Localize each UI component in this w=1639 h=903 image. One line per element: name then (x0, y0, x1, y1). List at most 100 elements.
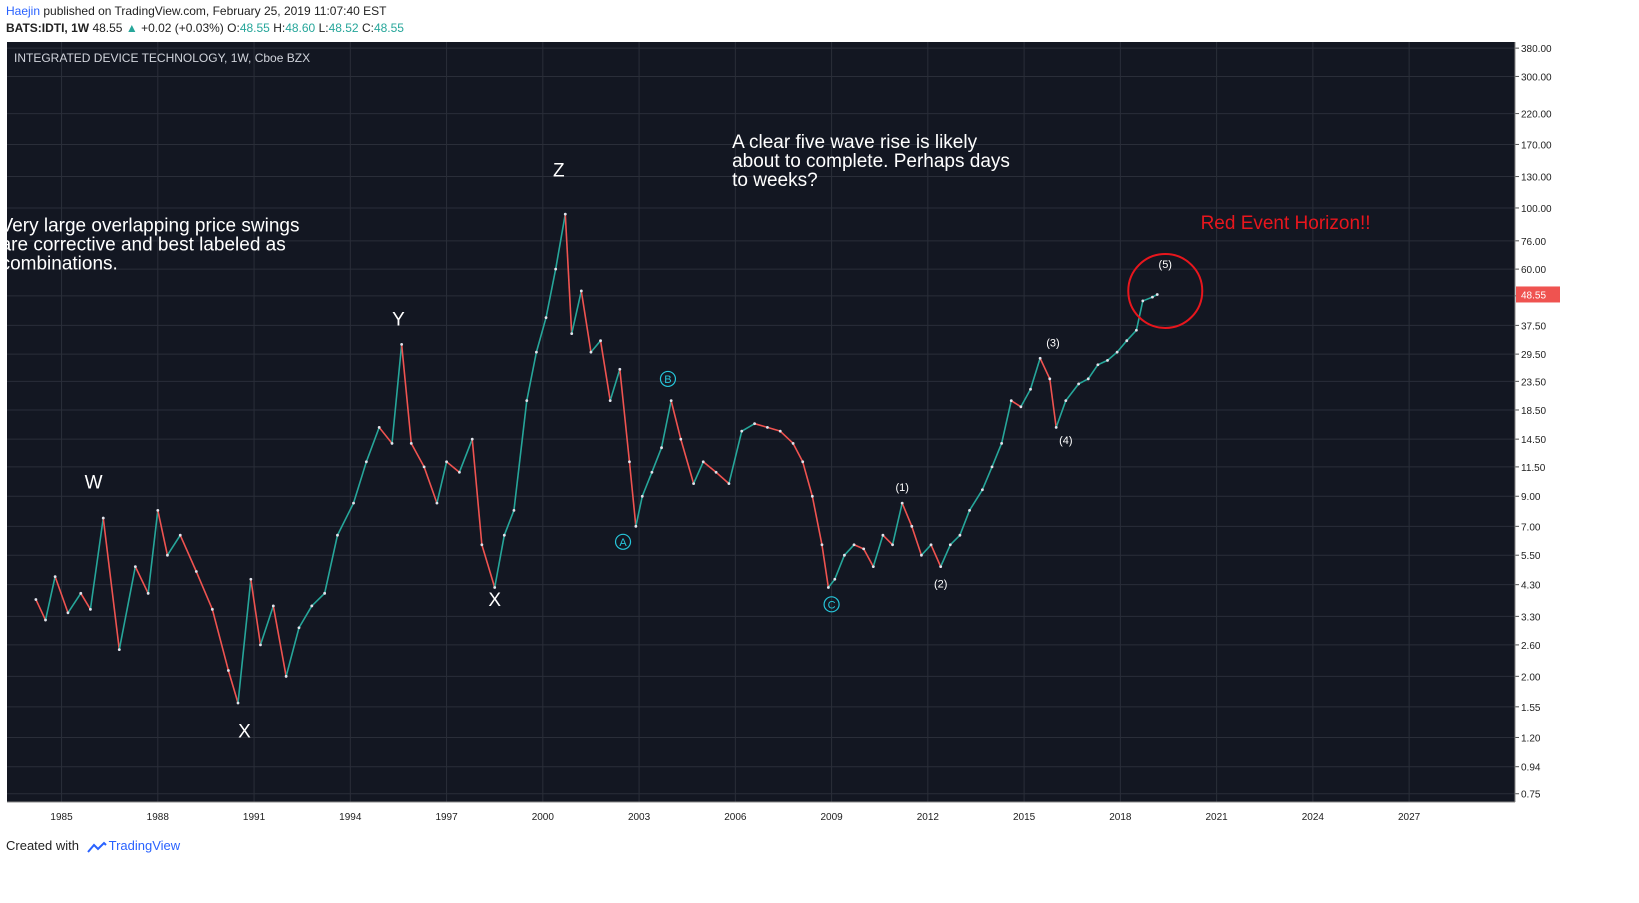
series-point (146, 591, 150, 595)
time-axis[interactable]: 1985 1988 1991 1994 1997 2000 2003 2006 2009 2012… (7, 801, 1515, 823)
series-point (1141, 299, 1145, 303)
series-point (480, 543, 484, 547)
series-segment (779, 430, 794, 444)
series-segment (991, 443, 1003, 468)
series-point (1019, 405, 1023, 409)
series-point (900, 501, 904, 505)
author-link[interactable]: Haejin (6, 4, 41, 18)
wave-label-major: Z (553, 161, 565, 182)
wave-label-major: W (85, 473, 103, 494)
y-tick-label: 60.00 (1521, 265, 1546, 276)
last-price-text: 48.55 (1521, 290, 1546, 301)
series-segment (1135, 300, 1144, 331)
series-point (445, 460, 448, 464)
series-segment (1020, 388, 1032, 408)
tradingview-brand-link[interactable]: TradingView (108, 838, 181, 853)
chart-pane (7, 42, 1515, 802)
series-point (79, 591, 83, 595)
wave-label-minor: (1) (895, 482, 908, 494)
series-point (194, 570, 198, 573)
series-point (958, 533, 962, 537)
series-point (66, 611, 70, 615)
series-segment (54, 576, 69, 614)
x-tick-label: 2021 (1205, 812, 1228, 823)
series-segment (272, 605, 287, 677)
note-line: about to complete. Perhaps days (732, 151, 1010, 172)
series-point (1077, 382, 1081, 386)
series-point (101, 516, 105, 520)
series-point (990, 465, 994, 469)
series-segment (1116, 340, 1128, 353)
chart-note: Very large overlapping price swings are c… (1, 216, 300, 275)
price-axis[interactable]: 0.75 0.94 1.20 1.55 2.00 2.60 3.30 4.30 5.50 7.00… (1514, 42, 1552, 802)
series-segment (680, 438, 695, 484)
last-price-value: 48.55 (92, 21, 123, 35)
series-segment (792, 442, 804, 463)
y-tick-label: 170.00 (1521, 140, 1552, 151)
wave-label-major: X (488, 590, 501, 611)
open-value: 48.55 (239, 21, 270, 35)
series-segment (801, 461, 814, 497)
series-point (284, 674, 288, 678)
series-point (980, 488, 984, 492)
up-arrow-icon: ▲ (125, 21, 138, 35)
y-tick-label: 9.00 (1521, 492, 1541, 503)
series-point (1134, 328, 1138, 332)
series-point (791, 441, 795, 445)
series-point (1125, 339, 1129, 343)
series-segment (1097, 359, 1108, 366)
open-label: O: (227, 21, 240, 35)
series-segment (767, 426, 781, 432)
series-segment (423, 466, 438, 504)
series-point (579, 289, 583, 293)
y-tick-label: 29.50 (1521, 350, 1546, 361)
series-segment (298, 605, 313, 629)
series-segment (436, 461, 448, 504)
chart-notes: Very large overlapping price swings are c… (1, 132, 1371, 329)
series-segment (80, 592, 92, 610)
y-tick-label: 11.50 (1521, 463, 1546, 474)
series-point (210, 607, 214, 611)
x-tick-label: 2024 (1302, 812, 1325, 823)
series-point (1009, 399, 1013, 403)
series-segment (959, 510, 971, 536)
series-segment (195, 571, 214, 610)
series-segment (535, 317, 547, 353)
series-point (1000, 441, 1004, 445)
wave-label-abc: C (828, 599, 836, 611)
series-segment (754, 422, 768, 429)
series-point (766, 425, 769, 429)
publish-header: Haejin published on TradingView.com, Feb… (6, 4, 386, 18)
series-point (929, 543, 933, 547)
y-tick-label: 18.50 (1521, 406, 1546, 417)
series-segment (365, 427, 380, 463)
series-segment (1055, 400, 1067, 428)
series-point (891, 543, 894, 547)
series-point (323, 591, 327, 595)
series-point (570, 332, 574, 336)
series-segment (1106, 351, 1118, 361)
series-segment (862, 548, 875, 567)
series-segment (891, 502, 903, 545)
series-segment (89, 517, 105, 610)
series-segment (811, 496, 823, 545)
series-segment (1142, 296, 1153, 302)
series-segment (590, 340, 602, 353)
series-segment (619, 369, 631, 462)
series-segment (1065, 383, 1080, 402)
series-segment (872, 534, 884, 567)
series-point (297, 626, 301, 630)
series-point (1054, 425, 1058, 429)
y-tick-label: 220.00 (1521, 110, 1552, 121)
series-segment (503, 510, 515, 536)
series-point (89, 607, 92, 611)
y-tick-label: 5.50 (1521, 551, 1541, 562)
wave-label-major: Y (392, 309, 405, 330)
series-point (336, 533, 339, 537)
series-segment (882, 534, 894, 546)
series-segment (1039, 357, 1051, 380)
series-point (133, 565, 137, 569)
series-segment (843, 544, 855, 556)
series-point (871, 565, 875, 569)
